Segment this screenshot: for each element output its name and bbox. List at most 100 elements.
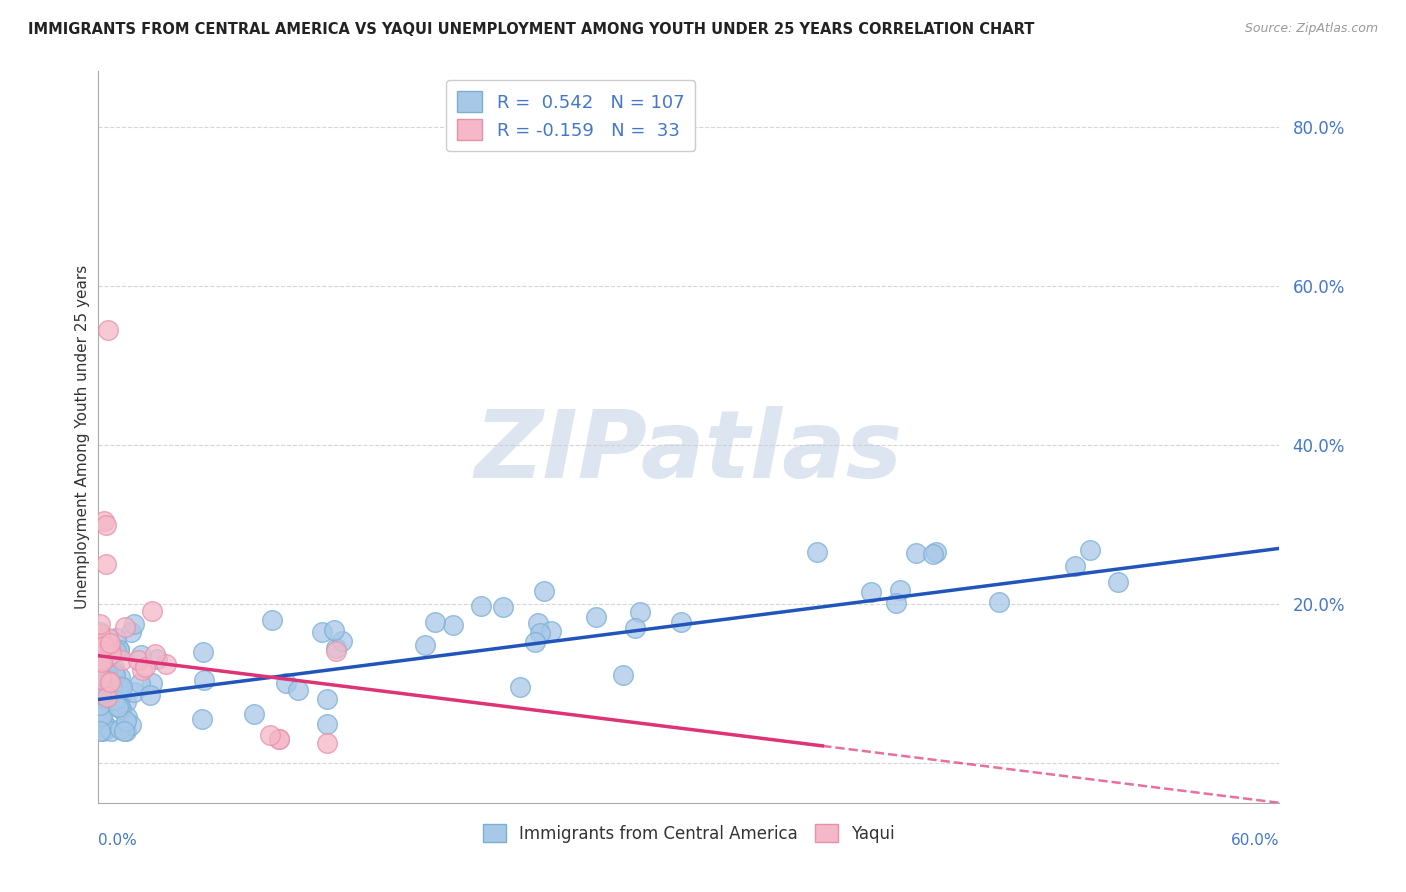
Point bbox=[93, 657, 115, 672]
Point bbox=[124, 616, 146, 631]
Point bbox=[120, 718, 142, 732]
Y-axis label: Unemployment Among Youth under 25 years: Unemployment Among Youth under 25 years bbox=[75, 265, 90, 609]
Point bbox=[90, 655, 112, 669]
Point bbox=[89, 636, 111, 650]
Point bbox=[1107, 574, 1129, 589]
Point bbox=[330, 633, 353, 648]
Point bbox=[146, 651, 169, 665]
Point bbox=[90, 649, 112, 664]
Point bbox=[94, 558, 117, 572]
Point bbox=[94, 660, 117, 674]
Point bbox=[97, 674, 120, 689]
Point bbox=[139, 688, 162, 702]
Text: Source: ZipAtlas.com: Source: ZipAtlas.com bbox=[1244, 22, 1378, 36]
Point bbox=[89, 699, 111, 714]
Point bbox=[884, 596, 907, 610]
Point bbox=[90, 675, 112, 690]
Point bbox=[120, 624, 142, 639]
Point bbox=[94, 642, 117, 657]
Point bbox=[191, 712, 214, 726]
Point bbox=[96, 690, 118, 704]
Point bbox=[922, 548, 945, 562]
Point bbox=[110, 690, 132, 704]
Point bbox=[628, 605, 651, 619]
Point bbox=[104, 693, 127, 707]
Point bbox=[533, 583, 555, 598]
Point bbox=[108, 699, 131, 714]
Point bbox=[191, 645, 214, 659]
Point bbox=[94, 649, 117, 664]
Point bbox=[806, 545, 828, 559]
Point bbox=[122, 684, 145, 698]
Point bbox=[859, 584, 882, 599]
Text: IMMIGRANTS FROM CENTRAL AMERICA VS YAQUI UNEMPLOYMENT AMONG YOUTH UNDER 25 YEARS: IMMIGRANTS FROM CENTRAL AMERICA VS YAQUI… bbox=[28, 22, 1035, 37]
Point bbox=[527, 616, 550, 631]
Point bbox=[134, 660, 156, 674]
Text: 0.0%: 0.0% bbox=[98, 833, 138, 848]
Point bbox=[925, 545, 948, 559]
Point bbox=[311, 624, 333, 639]
Point bbox=[93, 514, 115, 528]
Point bbox=[97, 323, 120, 337]
Point bbox=[524, 635, 547, 649]
Point bbox=[114, 696, 136, 710]
Point bbox=[470, 599, 492, 614]
Point bbox=[107, 700, 129, 714]
Point bbox=[100, 648, 122, 662]
Point bbox=[108, 641, 131, 656]
Point bbox=[141, 604, 163, 618]
Point bbox=[243, 706, 266, 721]
Point bbox=[90, 673, 112, 687]
Legend: Immigrants from Central America, Yaqui: Immigrants from Central America, Yaqui bbox=[477, 818, 901, 849]
Point bbox=[110, 722, 132, 736]
Point bbox=[111, 680, 134, 694]
Point bbox=[103, 665, 125, 679]
Point bbox=[904, 546, 927, 560]
Point bbox=[89, 724, 111, 739]
Point bbox=[108, 679, 131, 693]
Point bbox=[89, 626, 111, 640]
Point bbox=[316, 736, 339, 750]
Point bbox=[112, 724, 135, 739]
Point bbox=[89, 678, 111, 692]
Point bbox=[94, 722, 117, 736]
Point bbox=[103, 666, 125, 681]
Point bbox=[90, 687, 112, 701]
Point bbox=[612, 668, 634, 682]
Point bbox=[89, 688, 111, 702]
Point bbox=[97, 631, 120, 645]
Point bbox=[89, 640, 111, 655]
Point bbox=[111, 653, 134, 667]
Point bbox=[269, 732, 291, 747]
Point bbox=[104, 668, 127, 682]
Point bbox=[141, 675, 163, 690]
Point bbox=[97, 680, 120, 694]
Point bbox=[441, 617, 464, 632]
Point bbox=[91, 724, 114, 739]
Point bbox=[509, 681, 531, 695]
Point bbox=[101, 678, 124, 692]
Point bbox=[89, 655, 111, 669]
Point bbox=[131, 663, 153, 677]
Point bbox=[98, 635, 121, 649]
Point bbox=[492, 600, 515, 615]
Point bbox=[1064, 559, 1087, 574]
Point bbox=[193, 673, 215, 687]
Point bbox=[988, 595, 1011, 609]
Point bbox=[91, 653, 114, 667]
Text: ZIPatlas: ZIPatlas bbox=[475, 406, 903, 498]
Point bbox=[103, 660, 125, 674]
Point bbox=[90, 708, 112, 723]
Point bbox=[325, 643, 347, 657]
Point bbox=[274, 676, 297, 690]
Point bbox=[89, 635, 111, 649]
Point bbox=[89, 661, 111, 675]
Point bbox=[262, 613, 284, 627]
Point bbox=[105, 631, 128, 645]
Point bbox=[105, 644, 128, 658]
Point bbox=[110, 702, 132, 716]
Point bbox=[585, 609, 607, 624]
Point bbox=[97, 689, 120, 703]
Point bbox=[114, 619, 136, 633]
Point bbox=[529, 625, 551, 640]
